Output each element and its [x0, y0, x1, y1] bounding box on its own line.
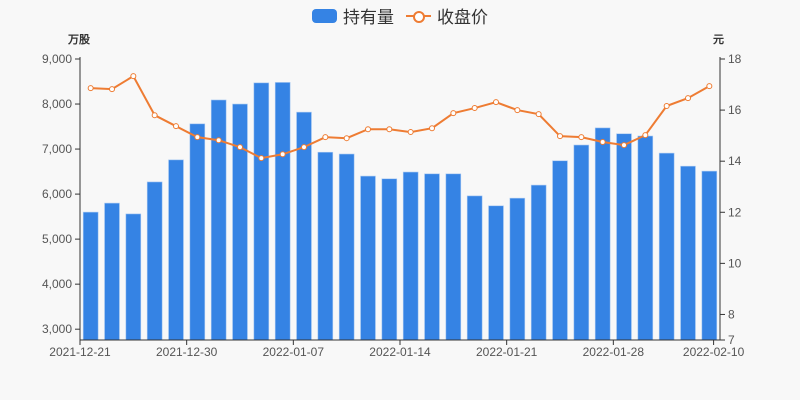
bar[interactable] [616, 133, 632, 341]
right-axis-tick: 10 [728, 256, 742, 270]
left-axis-tick: 7,000 [42, 142, 72, 156]
bar[interactable] [274, 82, 291, 341]
right-axis-tick: 12 [728, 205, 742, 219]
bar[interactable] [82, 211, 99, 341]
price-point[interactable] [130, 73, 137, 80]
price-point[interactable] [685, 95, 691, 102]
bar[interactable] [509, 197, 526, 341]
legend-item-close-price[interactable]: 收盘价 [406, 3, 488, 28]
bar[interactable] [637, 135, 654, 341]
right-axis-tick: 14 [728, 154, 742, 168]
legend-item-holdings[interactable]: 持有量 [312, 3, 394, 28]
price-point[interactable] [109, 86, 115, 93]
x-axis-tick: 2022-01-28 [583, 345, 645, 359]
bar[interactable] [210, 99, 227, 341]
bar[interactable] [466, 195, 483, 341]
price-point[interactable] [365, 126, 371, 133]
x-axis-tick: 2021-12-21 [49, 345, 111, 359]
price-point[interactable] [706, 83, 713, 90]
bar[interactable] [232, 103, 248, 341]
price-point[interactable] [493, 99, 499, 106]
price-point[interactable] [322, 134, 329, 141]
bar[interactable] [168, 159, 184, 341]
price-point[interactable] [450, 110, 457, 117]
bar[interactable] [381, 178, 398, 341]
bar[interactable] [189, 123, 206, 341]
price-point[interactable] [173, 123, 179, 130]
bar[interactable] [360, 175, 376, 341]
price-point[interactable] [557, 133, 563, 140]
x-axis-tick: 2022-01-07 [263, 345, 325, 359]
left-axis-tick: 5,000 [42, 232, 72, 246]
price-point[interactable] [642, 132, 649, 139]
price-point[interactable] [194, 134, 201, 141]
bar[interactable] [146, 181, 163, 341]
bar[interactable] [445, 173, 462, 341]
price-point[interactable] [87, 85, 94, 92]
bar[interactable] [552, 160, 568, 341]
price-point[interactable] [535, 111, 542, 118]
price-point[interactable] [429, 125, 435, 132]
right-axis-tick: 18 [728, 52, 742, 66]
legend-label-close-price: 收盘价 [437, 8, 488, 27]
price-point[interactable] [237, 144, 243, 151]
price-point[interactable] [514, 107, 521, 114]
left-axis-tick: 4,000 [42, 277, 72, 291]
right-axis-tick: 16 [728, 103, 742, 117]
x-axis-tick: 2022-01-21 [476, 345, 538, 359]
bar[interactable] [338, 153, 355, 341]
bar[interactable] [680, 165, 696, 341]
chart-legend: 持有量 收盘价 [0, 3, 800, 28]
price-point[interactable] [215, 137, 222, 144]
right-axis-tick: 8 [728, 307, 735, 321]
price-point[interactable] [578, 134, 585, 141]
close-price-line [90, 74, 710, 160]
right-axis-unit: 元 [713, 34, 724, 46]
x-axis-tick: 2022-01-14 [369, 345, 431, 359]
right-axis-tick: 7 [728, 333, 735, 347]
left-axis-tick: 3,000 [42, 322, 72, 336]
bar[interactable] [658, 152, 675, 341]
price-point[interactable] [621, 142, 627, 149]
bar[interactable] [530, 184, 547, 341]
bar[interactable] [317, 151, 334, 341]
line-marker-icon [406, 9, 431, 23]
bar-swatch-icon [312, 8, 337, 23]
price-point[interactable] [301, 144, 307, 151]
price-point[interactable] [386, 126, 393, 133]
price-point[interactable] [599, 139, 606, 146]
holdings-bars [82, 82, 718, 341]
bar[interactable] [488, 205, 504, 341]
price-point[interactable] [258, 155, 265, 162]
legend-label-holdings: 持有量 [343, 8, 394, 27]
left-axis-tick: 9,000 [42, 52, 72, 66]
price-point[interactable] [407, 129, 414, 136]
price-point[interactable] [151, 112, 158, 119]
left-axis-tick: 8,000 [42, 97, 72, 111]
price-point[interactable] [279, 151, 286, 158]
left-axis-unit: 万股 [68, 34, 90, 46]
bar[interactable] [402, 171, 419, 341]
bar[interactable] [701, 170, 718, 341]
left-axis-tick: 6,000 [42, 187, 72, 201]
x-axis-tick: 2021-12-30 [156, 345, 218, 359]
bar[interactable] [253, 82, 270, 341]
price-point[interactable] [471, 105, 478, 112]
price-point[interactable] [343, 135, 350, 142]
price-point[interactable] [663, 103, 670, 110]
bar[interactable] [594, 127, 611, 341]
bar[interactable] [573, 144, 590, 341]
bar[interactable] [104, 202, 120, 341]
bar[interactable] [424, 173, 440, 341]
bar[interactable] [125, 213, 142, 341]
x-axis-tick: 2022-02-10 [683, 345, 745, 359]
